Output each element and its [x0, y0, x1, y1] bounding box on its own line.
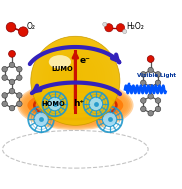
- Circle shape: [17, 75, 22, 81]
- Ellipse shape: [21, 83, 130, 128]
- Circle shape: [148, 67, 153, 73]
- Text: HOMO: HOMO: [41, 101, 65, 107]
- Circle shape: [89, 97, 103, 111]
- Circle shape: [49, 53, 98, 102]
- Circle shape: [66, 70, 75, 79]
- Ellipse shape: [27, 90, 123, 121]
- Text: LUMO: LUMO: [51, 66, 73, 72]
- Circle shape: [31, 36, 120, 125]
- Circle shape: [9, 105, 15, 111]
- Ellipse shape: [41, 96, 110, 115]
- Circle shape: [47, 51, 100, 105]
- Circle shape: [48, 97, 62, 111]
- Circle shape: [41, 46, 107, 112]
- Circle shape: [17, 93, 22, 98]
- Circle shape: [43, 48, 105, 110]
- Circle shape: [33, 38, 117, 123]
- Circle shape: [9, 62, 15, 68]
- Ellipse shape: [42, 108, 109, 121]
- Circle shape: [56, 61, 88, 92]
- Ellipse shape: [24, 86, 127, 125]
- Circle shape: [52, 57, 92, 97]
- Circle shape: [35, 40, 115, 120]
- Circle shape: [102, 112, 117, 127]
- Circle shape: [64, 68, 78, 82]
- Circle shape: [103, 22, 107, 26]
- Circle shape: [9, 50, 15, 57]
- Ellipse shape: [17, 81, 134, 130]
- Circle shape: [17, 101, 22, 107]
- Circle shape: [9, 88, 15, 94]
- Circle shape: [17, 66, 22, 72]
- Circle shape: [31, 36, 120, 125]
- Circle shape: [58, 63, 85, 89]
- Circle shape: [141, 106, 146, 112]
- Ellipse shape: [49, 55, 71, 69]
- Text: e⁻: e⁻: [80, 56, 90, 65]
- Circle shape: [141, 72, 146, 77]
- Circle shape: [6, 22, 16, 32]
- Circle shape: [2, 66, 7, 72]
- Circle shape: [62, 66, 80, 84]
- Circle shape: [155, 98, 161, 103]
- Circle shape: [116, 24, 125, 32]
- Text: H₂O₂: H₂O₂: [127, 22, 145, 30]
- Circle shape: [155, 72, 161, 77]
- Circle shape: [155, 80, 161, 86]
- Circle shape: [60, 64, 83, 87]
- Circle shape: [141, 80, 146, 86]
- Circle shape: [18, 27, 28, 36]
- Circle shape: [54, 59, 90, 94]
- Circle shape: [123, 29, 127, 34]
- Circle shape: [148, 94, 153, 99]
- Text: h⁺: h⁺: [74, 99, 85, 108]
- Circle shape: [105, 24, 113, 32]
- Circle shape: [34, 112, 48, 127]
- Ellipse shape: [19, 82, 132, 129]
- Circle shape: [51, 55, 95, 100]
- Circle shape: [147, 56, 154, 62]
- Circle shape: [2, 93, 7, 98]
- Ellipse shape: [26, 87, 125, 124]
- Circle shape: [39, 44, 110, 115]
- Circle shape: [2, 75, 7, 81]
- Circle shape: [148, 84, 153, 90]
- Text: Visible Light: Visible Light: [137, 73, 176, 78]
- Circle shape: [9, 79, 15, 85]
- Circle shape: [37, 42, 112, 118]
- Circle shape: [148, 111, 153, 116]
- Text: O₂: O₂: [27, 22, 35, 30]
- Circle shape: [2, 101, 7, 107]
- Circle shape: [68, 72, 73, 77]
- Circle shape: [141, 98, 146, 103]
- Circle shape: [45, 50, 102, 107]
- Ellipse shape: [22, 84, 128, 126]
- Circle shape: [155, 106, 161, 112]
